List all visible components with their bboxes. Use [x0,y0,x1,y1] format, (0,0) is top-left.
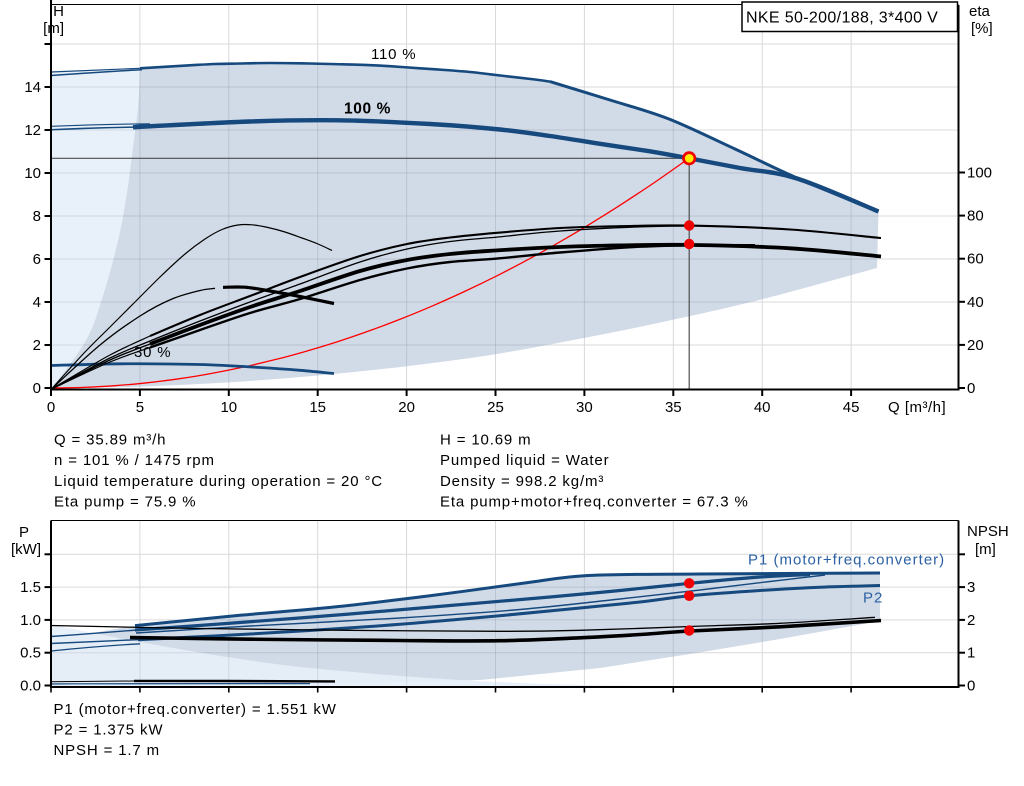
svg-text:Liquid temperature during oper: Liquid temperature during operation = 20… [54,473,383,490]
svg-text:[kW]: [kW] [11,541,41,558]
svg-text:P2 = 1.375 kW: P2 = 1.375 kW [54,722,164,739]
svg-text:60: 60 [967,251,984,268]
svg-text:[m]: [m] [975,541,996,558]
svg-text:0.0: 0.0 [20,678,41,695]
svg-text:12: 12 [24,122,41,139]
svg-text:3: 3 [967,579,975,596]
svg-text:80: 80 [967,208,984,225]
svg-text:P2: P2 [863,590,883,607]
svg-text:0: 0 [33,380,41,397]
svg-text:45: 45 [843,399,860,416]
svg-text:30 %: 30 % [134,344,171,361]
svg-text:P1 (motor+freq.converter) = 1.: P1 (motor+freq.converter) = 1.551 kW [54,701,337,718]
svg-text:20: 20 [398,399,415,416]
svg-text:2: 2 [33,337,41,354]
svg-text:NPSH = 1.7 m: NPSH = 1.7 m [54,742,160,759]
svg-text:1.5: 1.5 [20,579,41,596]
svg-text:0: 0 [967,678,975,695]
svg-text:110 %: 110 % [371,46,416,63]
svg-text:NPSH: NPSH [967,523,1009,540]
svg-text:1.0: 1.0 [20,612,41,629]
svg-text:4: 4 [33,294,41,311]
svg-text:8: 8 [33,208,41,225]
svg-text:0: 0 [967,380,975,397]
svg-text:[%]: [%] [971,20,993,37]
svg-text:Eta pump = 75.9 %: Eta pump = 75.9 % [54,494,196,511]
svg-text:0.5: 0.5 [20,645,41,662]
svg-text:10: 10 [24,165,41,182]
svg-text:Q = 35.89 m³/h: Q = 35.89 m³/h [54,432,166,449]
svg-text:Q [m³/h]: Q [m³/h] [888,399,946,416]
svg-text:Density = 998.2 kg/m³: Density = 998.2 kg/m³ [440,473,604,490]
svg-text:40: 40 [967,294,984,311]
svg-text:6: 6 [33,251,41,268]
svg-text:14: 14 [24,79,41,96]
svg-text:100: 100 [967,165,992,182]
svg-text:H: H [53,3,64,20]
svg-text:H = 10.69 m: H = 10.69 m [440,432,531,449]
svg-text:30: 30 [576,399,593,416]
svg-text:n = 101 % / 1475 rpm: n = 101 % / 1475 rpm [54,452,215,469]
svg-text:2: 2 [967,612,975,629]
svg-text:P1 (motor+freq.converter): P1 (motor+freq.converter) [748,552,945,569]
svg-text:40: 40 [754,399,771,416]
svg-text:20: 20 [967,337,984,354]
svg-text:[m]: [m] [43,20,64,37]
svg-text:25: 25 [487,399,504,416]
svg-text:0: 0 [47,399,55,416]
svg-text:100 %: 100 % [344,101,391,118]
svg-text:1: 1 [967,645,975,662]
svg-text:Pumped liquid = Water: Pumped liquid = Water [440,452,609,469]
svg-text:35: 35 [665,399,682,416]
svg-text:15: 15 [309,399,326,416]
svg-text:10: 10 [220,399,237,416]
svg-text:Eta pump+motor+freq.converter: Eta pump+motor+freq.converter = 67.3 % [440,494,749,511]
svg-text:NKE 50-200/188, 3*400 V: NKE 50-200/188, 3*400 V [746,10,938,27]
svg-text:5: 5 [136,399,144,416]
svg-text:P: P [19,524,29,541]
svg-text:eta: eta [969,3,991,20]
